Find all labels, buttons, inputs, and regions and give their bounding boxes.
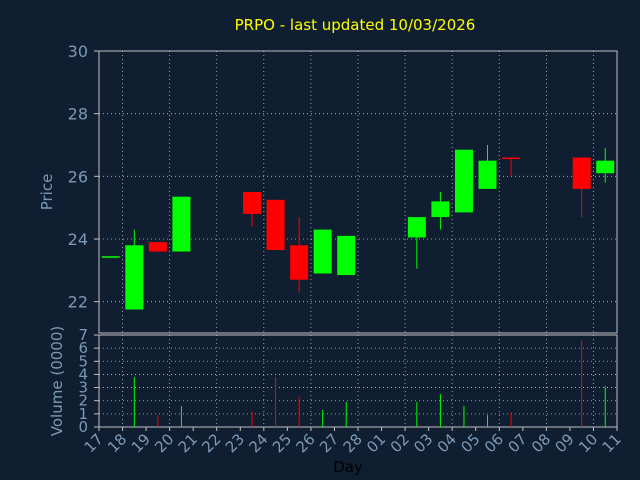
volume-grid (99, 335, 617, 427)
candle-body (454, 149, 473, 213)
chart-title: PRPO - last updated 10/03/2026 (235, 16, 476, 34)
volume-axis-label: Volume (0000) (48, 326, 66, 436)
price-tick-label: 22 (68, 293, 88, 312)
candle-body (243, 192, 262, 214)
price-tick-label: 24 (68, 230, 88, 249)
candle-body (266, 199, 285, 250)
volume-tick-label: 0 (78, 418, 88, 436)
volume-tick-label: 1 (78, 405, 88, 423)
price-y-ticks: 30 28 26 24 22 (68, 42, 99, 312)
candle-body (125, 245, 144, 310)
volume-bars (133, 340, 606, 427)
volume-tick-label: 3 (78, 379, 88, 397)
candle-body (337, 235, 356, 276)
candle-body (172, 196, 191, 252)
x-axis-label: Day (333, 458, 363, 476)
volume-tick-label: 5 (78, 352, 88, 370)
volume-tick-label: 4 (78, 365, 88, 383)
volume-tick-label: 2 (78, 392, 88, 410)
candles (101, 145, 615, 310)
candle-body (290, 245, 309, 280)
candle-body (148, 242, 167, 252)
candle-body (596, 160, 615, 174)
price-tick-label: 30 (68, 42, 88, 61)
candle-body (101, 256, 120, 258)
candle-body (572, 157, 591, 189)
volume-tick-label: 6 (78, 339, 88, 357)
price-axis-label: Price (38, 174, 56, 211)
price-tick-label: 26 (68, 167, 88, 186)
volume-tick-label: 7 (78, 326, 88, 344)
candle-body (407, 217, 426, 238)
candle-body (313, 229, 332, 274)
candle-body (431, 201, 450, 218)
price-tick-label: 28 (68, 105, 88, 124)
candle-body (502, 157, 521, 160)
candle-body (478, 160, 497, 189)
